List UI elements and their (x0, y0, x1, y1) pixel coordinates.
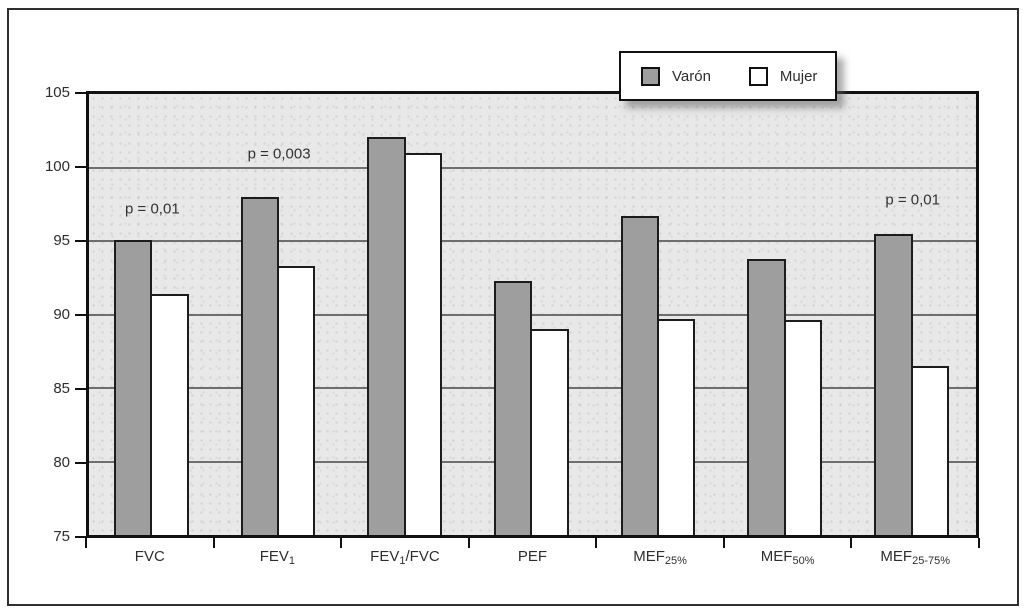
category-label-PEF: PEF (517, 548, 548, 565)
y-tick-label-100: 100 (44, 157, 70, 175)
bar-varon-FVC (113, 239, 153, 535)
y-tick-75 (75, 535, 86, 538)
gridline-90 (89, 313, 976, 316)
x-tick-5 (722, 538, 725, 548)
bar-varon-MEF50% (747, 258, 786, 535)
gridline-100 (89, 166, 976, 169)
category-label-FEV1: FEV1 (259, 548, 295, 567)
y-tick-label-95: 95 (53, 231, 70, 249)
bar-varon-FEV1 (240, 196, 279, 535)
plot-area: p = 0,01 p = 0,003 p = 0,01 (86, 91, 979, 538)
x-tick-7 (978, 538, 980, 548)
legend-varon-label: Varón (672, 67, 711, 85)
category-label-FVC: FVC (134, 548, 165, 565)
bar-varon-MEF25-75% (874, 233, 913, 535)
x-tick-6 (850, 538, 853, 548)
y-tick-label-105: 105 (44, 83, 70, 101)
legend-mujer-label: Mujer (779, 67, 818, 85)
category-label-MEF25-75%: MEF25-75% (880, 548, 950, 567)
bar-mujer-MEF50% (783, 320, 823, 535)
y-tick-85 (75, 387, 86, 390)
y-tick-80 (75, 461, 86, 464)
x-tick-3 (467, 538, 470, 548)
x-tick-1 (212, 538, 215, 548)
legend-mujer-swatch (748, 66, 768, 86)
y-tick-95 (75, 239, 86, 242)
x-tick-2 (340, 538, 343, 548)
p-value-annotation-2: p = 0,01 (885, 191, 940, 209)
figure-border (7, 8, 1019, 606)
y-tick-label-75: 75 (53, 527, 70, 545)
category-label-MEF50%: MEF50% (760, 548, 815, 567)
y-tick-100 (75, 165, 86, 168)
legend-varon-swatch (641, 66, 660, 86)
p-value-annotation-1: p = 0,003 (247, 145, 311, 163)
bar-mujer-FEV1 (276, 265, 316, 535)
y-tick-90 (75, 313, 86, 316)
bar-mujer-FVC (150, 293, 189, 535)
y-tick-label-90: 90 (53, 305, 70, 323)
bar-mujer-MEF25% (657, 318, 696, 535)
y-tick-105 (75, 91, 86, 94)
x-tick-0 (85, 538, 87, 548)
legend: Varón Mujer (619, 51, 837, 101)
category-label-FEV1/FVC: FEV1/FVC (370, 548, 440, 567)
bar-mujer-FEV1/FVC (403, 152, 443, 535)
p-value-annotation-0: p = 0,01 (125, 200, 180, 218)
y-tick-label-80: 80 (53, 453, 70, 471)
y-tick-label-85: 85 (53, 379, 70, 397)
bar-varon-MEF25% (620, 216, 660, 535)
bar-mujer-PEF (530, 329, 569, 535)
x-tick-4 (595, 538, 598, 548)
bar-varon-PEF (493, 280, 533, 535)
bar-varon-FEV1/FVC (367, 136, 406, 535)
bar-mujer-MEF25-75% (910, 365, 949, 535)
category-label-MEF25%: MEF25% (633, 548, 687, 567)
gridline-95 (89, 240, 976, 242)
